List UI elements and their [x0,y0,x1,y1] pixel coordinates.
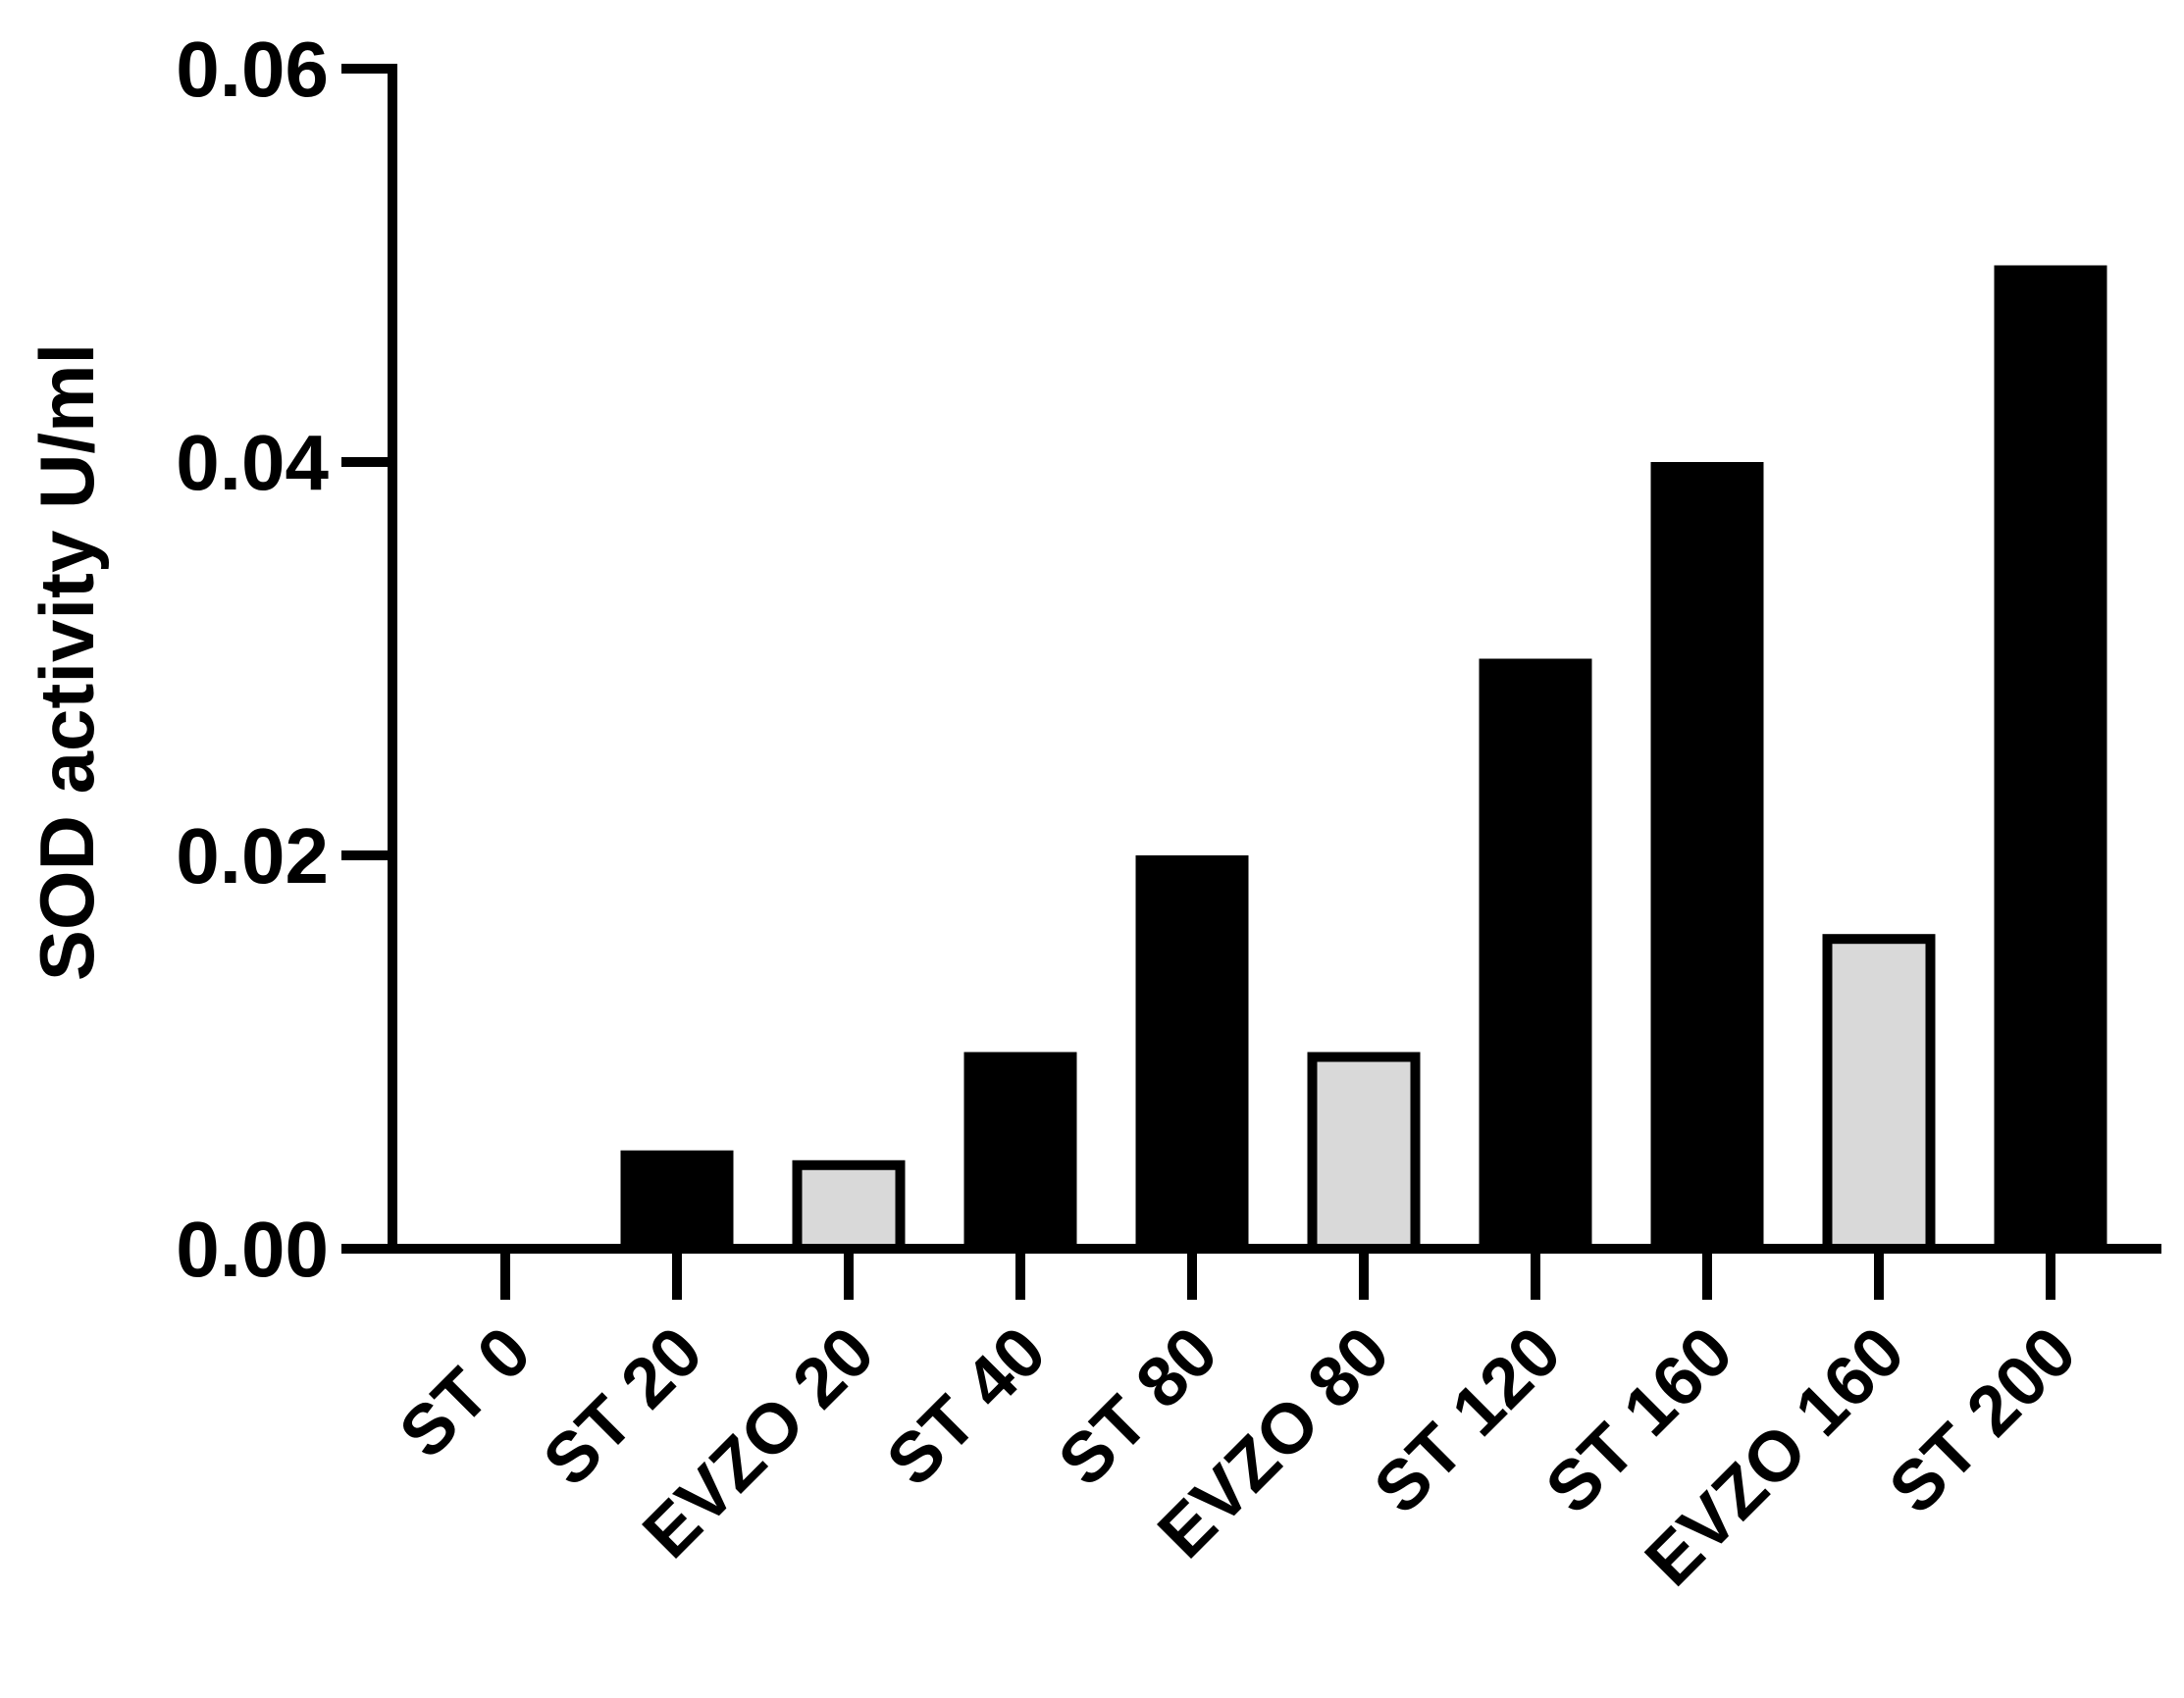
y-axis-title: SOD activity U/ml [24,343,110,981]
y-tick-label: 0.02 [176,812,329,900]
y-tick-label: 0.04 [176,419,329,506]
bar [1994,265,2107,1254]
y-tick-label: 0.06 [176,26,329,113]
bar [1135,855,1249,1254]
bar [792,1159,906,1255]
bar [1822,934,1936,1254]
bar [1650,462,1764,1254]
x-tick-label: ST 120 [1360,1312,1577,1529]
y-tick-label: 0.00 [176,1206,329,1293]
x-tick-label: ST 0 [385,1312,546,1473]
bars-group [620,265,2107,1255]
bar [1307,1052,1421,1254]
bar [963,1052,1077,1254]
bar [620,1150,734,1254]
x-tick-label: ST 40 [872,1312,1061,1501]
x-tick-label: ST 200 [1875,1312,2092,1529]
bar [1479,658,1592,1254]
